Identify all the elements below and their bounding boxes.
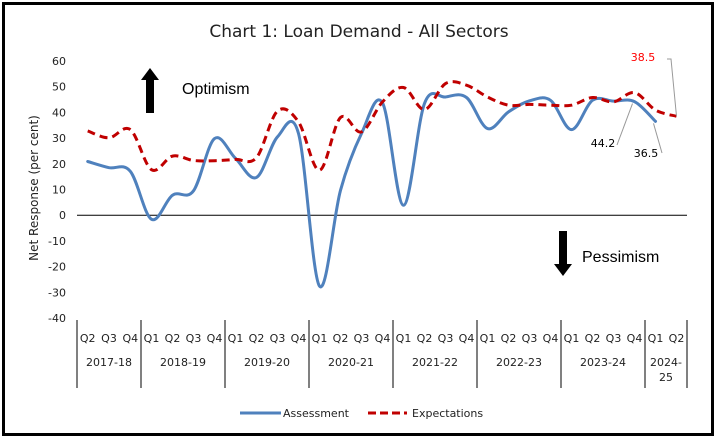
year-group-label: 2021-22: [412, 356, 458, 369]
series-line-expectations: [87, 80, 677, 172]
x-tick-label: Q2: [80, 332, 96, 345]
year-group-label: 2019-20: [244, 356, 290, 369]
x-tick-label: Q1: [312, 332, 328, 345]
x-tick-label: Q3: [438, 332, 454, 345]
optimism-label: Optimism: [182, 81, 250, 98]
x-tick-label: Q1: [144, 332, 160, 345]
x-tick-label: Q4: [122, 332, 138, 345]
legend-expectations-label: Expectations: [412, 407, 483, 420]
year-group-label: 2022-23: [496, 356, 542, 369]
y-tick-label: 50: [52, 81, 66, 94]
y-tick-label: 40: [52, 106, 66, 119]
x-tick-label: Q2: [669, 332, 685, 345]
x-tick-label: Q2: [249, 332, 265, 345]
data-label: 36.5: [634, 147, 659, 160]
x-tick-label: Q4: [291, 332, 307, 345]
year-group-label: 25: [659, 371, 673, 384]
x-tick-label: Q2: [501, 332, 517, 345]
year-group-label: 2017-18: [86, 356, 132, 369]
year-group-label: 2023-24: [580, 356, 626, 369]
legend: Assessment Expectations: [240, 407, 483, 420]
x-tick-label: Q4: [375, 332, 391, 345]
y-tick-label: 0: [59, 209, 66, 222]
x-tick-label: Q1: [564, 332, 580, 345]
data-label: 38.5: [631, 51, 656, 64]
pessimism-annotation: Pessimism: [554, 231, 659, 276]
data-label: 44.2: [591, 137, 616, 150]
x-tick-label: Q3: [101, 332, 117, 345]
series-line-assessment: [86, 92, 657, 289]
optimism-annotation: Optimism: [141, 68, 250, 113]
chart-frame: [2, 2, 714, 436]
x-tick-label: Q1: [228, 332, 244, 345]
x-tick-label: Q1: [648, 332, 664, 345]
x-tick-label: Q4: [627, 332, 643, 345]
y-tick-label: -20: [48, 261, 66, 274]
year-group-label: 2018-19: [160, 356, 206, 369]
y-tick-label: 20: [52, 158, 66, 171]
x-tick-label: Q4: [207, 332, 223, 345]
x-tick-label: Q3: [354, 332, 370, 345]
x-tick-label: Q2: [417, 332, 433, 345]
y-tick-label: -40: [48, 312, 66, 325]
y-tick-label: 30: [52, 132, 66, 145]
x-tick-label: Q3: [186, 332, 202, 345]
x-tick-label: Q1: [480, 332, 496, 345]
y-tick-label: 60: [52, 55, 66, 68]
down-arrow-icon: [554, 231, 572, 276]
x-tick-label: Q2: [165, 332, 181, 345]
leader-line: [667, 58, 677, 117]
leader-line: [653, 123, 663, 154]
pessimism-label: Pessimism: [582, 249, 659, 266]
year-group-label: 2024-: [650, 356, 682, 369]
y-tick-label: -30: [48, 286, 66, 299]
x-tick-label: Q3: [270, 332, 286, 345]
legend-assessment-label: Assessment: [283, 407, 350, 420]
y-tick-label: -10: [48, 235, 66, 248]
y-axis-label: Net Response (per cent): [27, 115, 41, 261]
x-tick-label: Q2: [585, 332, 601, 345]
year-group-label: 2020-21: [328, 356, 374, 369]
leader-line: [616, 103, 633, 146]
x-tick-label: Q4: [543, 332, 559, 345]
up-arrow-icon: [141, 68, 159, 113]
x-tick-label: Q3: [522, 332, 538, 345]
y-tick-label: 10: [52, 184, 66, 197]
x-tick-label: Q3: [606, 332, 622, 345]
x-tick-label: Q2: [333, 332, 349, 345]
x-tick-label: Q1: [396, 332, 412, 345]
x-tick-label: Q4: [459, 332, 475, 345]
chart-title: Chart 1: Loan Demand - All Sectors: [209, 22, 508, 42]
